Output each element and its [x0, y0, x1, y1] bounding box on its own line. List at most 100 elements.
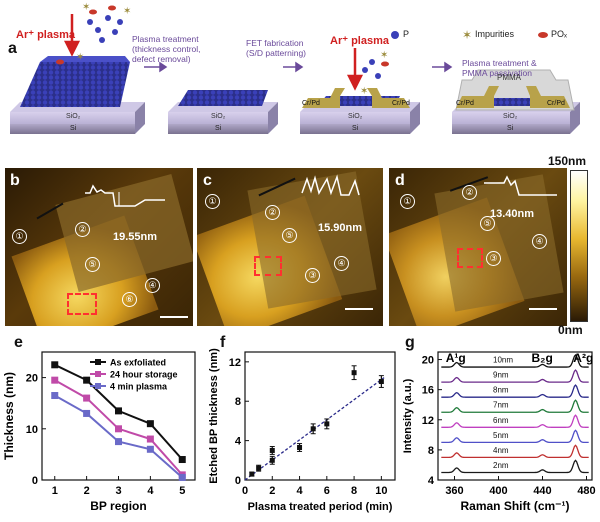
crpd-label-4: Cr/Pd: [547, 100, 565, 107]
legend-pox: POₓ: [551, 29, 567, 39]
chart-f-point: [269, 457, 275, 463]
afm-d-region-5: ⑤: [480, 216, 495, 231]
chart-f-xtick-label: 4: [296, 485, 303, 497]
chart-e-point: [51, 361, 59, 369]
afm-b-region-4: ④: [145, 278, 160, 293]
sio2-label-3: SiO₂: [348, 113, 363, 120]
chart-g-ytick-label: 8: [428, 445, 434, 457]
ar-plasma-label-2: Ar⁺ plasma: [330, 35, 389, 47]
chart-g-frame: [437, 351, 593, 481]
svg-text:✶: ✶: [123, 6, 131, 17]
chart-g-spectrum: [441, 384, 589, 398]
panel-label-c: c: [203, 172, 212, 189]
chart-g-xtick-label: 480: [577, 485, 595, 497]
chart-e-point: [178, 456, 186, 464]
chart-g-spectrum: [441, 369, 589, 383]
chart-g-spectrum: [441, 444, 589, 459]
chart-e-point: [146, 445, 154, 453]
chart-g-series-label: 6nm: [493, 416, 509, 425]
si-label-3: Si: [352, 125, 359, 132]
chart-e: 1 2 3 4 5 0 10 20 BP region Thickness (nm) As exfo…: [2, 351, 196, 513]
svg-text:✶: ✶: [82, 2, 90, 13]
chart-g-ytick-label: 20: [422, 355, 434, 367]
crpd-label-3: Cr/Pd: [456, 100, 474, 107]
chart-g-peak-label: A¹g: [446, 351, 466, 365]
chart-e-xtick-label: 1: [52, 485, 58, 497]
chart-f-point: [310, 426, 316, 432]
chart-f-point: [256, 465, 262, 471]
chart-e-legend-label: 4 min plasma: [110, 382, 168, 392]
afm-c-height: 15.90nm: [318, 222, 363, 234]
afm-c-region-4: ④: [334, 256, 349, 271]
chart-g-spectrum: [441, 429, 589, 444]
chart-f-xlabel: Plasma treated period (min): [248, 501, 393, 513]
afm-c-region-1: ①: [205, 194, 220, 209]
afm-image-c: [197, 168, 383, 326]
panel-label-b: b: [10, 172, 20, 189]
chart-e-point: [146, 420, 154, 428]
panel-label-a: a: [8, 40, 17, 57]
chart-e-xtick-label: 4: [147, 485, 154, 497]
afm-d-region-1: ①: [400, 194, 415, 209]
chart-g-xlabel: Raman Shift (cm⁻¹): [460, 499, 569, 513]
legend-impurities: Impurities: [475, 29, 515, 39]
chart-g-series-label: 2nm: [493, 461, 509, 470]
chart-g-series-label: 8nm: [493, 386, 509, 395]
chart-e-ytick-label: 0: [32, 475, 38, 487]
afm-d-height: 13.40nm: [490, 208, 535, 220]
chart-g-ylabel: Intensity (a.u.): [402, 378, 414, 453]
chart-e-point: [51, 376, 59, 384]
chart-f-ytick-label: 12: [229, 357, 241, 369]
chart-e-point: [83, 409, 91, 417]
afm-c-region-5: ⑤: [282, 228, 297, 243]
step-1-text: Plasma treatment (thickness control, def…: [132, 34, 201, 64]
afm-image-b: [5, 168, 193, 326]
chart-f-point: [324, 421, 330, 427]
chart-e-point: [146, 435, 154, 443]
chart-g-xtick-label: 440: [533, 485, 551, 497]
chart-f-point: [249, 471, 255, 477]
chart-e-legend-marker: [95, 359, 101, 365]
chart-f-frame: [244, 351, 396, 481]
step-3-text: Plasma treatment & PMMA passivation: [462, 58, 537, 78]
chart-e-xlabel: BP region: [90, 499, 146, 513]
panel-label-e: e: [14, 334, 23, 351]
afm-d-region-3: ③: [486, 251, 501, 266]
chart-g-ytick-label: 4: [428, 475, 435, 487]
afm-c-region-3: ③: [305, 268, 320, 283]
chart-e-point: [115, 425, 122, 433]
chart-e-ytick-label: 20: [26, 373, 38, 385]
colorbar-top-label: 150nm: [548, 154, 587, 168]
chart-g-xtick-label: 400: [489, 485, 507, 497]
chart-f-point: [269, 447, 275, 453]
sio2-label-4: SiO₂: [503, 113, 518, 120]
chart-f-xtick-label: 0: [242, 485, 248, 497]
si-label-4: Si: [507, 125, 514, 132]
sio2-label-2: SiO₂: [211, 113, 226, 120]
afm-d-region-4: ④: [532, 234, 547, 249]
sio2-label-1: SiO₂: [66, 113, 81, 120]
si-label-2: Si: [215, 125, 222, 132]
chart-g-series-label: 5nm: [493, 431, 509, 440]
svg-text:✶: ✶: [360, 86, 368, 97]
step-2-text: FET fabrication (S/D patterning): [246, 38, 306, 58]
chart-f-ylabel: Etched BP thickness (nm): [208, 348, 220, 484]
chart-g: 360 400 440 480 4 8 12 16 20 Raman Shift (cm⁻¹) In…: [402, 351, 596, 513]
chart-f-point: [297, 445, 303, 451]
chart-e-xtick-label: 2: [84, 485, 90, 497]
chart-g-spectrum: [441, 459, 589, 474]
chart-f-point: [351, 370, 357, 376]
panel-label-d: d: [395, 172, 405, 189]
colorbar-bottom-label: 0nm: [558, 323, 583, 337]
chart-g-xtick-label: 360: [445, 485, 463, 497]
chart-f-ytick-label: 4: [235, 436, 242, 448]
schematic-diagram: ✶ ✶ ✶ ✶ ✶ ✶: [10, 2, 580, 134]
si-label-1: Si: [70, 125, 77, 132]
legend-p: P: [403, 29, 410, 39]
chart-e-ylabel: Thickness (nm): [2, 372, 16, 460]
chart-f-point: [378, 379, 384, 385]
chart-e-point: [115, 438, 122, 446]
afm-c-region-2: ②: [265, 205, 280, 220]
afm-b-height: 19.55nm: [113, 231, 158, 243]
chart-e-point: [83, 376, 91, 384]
